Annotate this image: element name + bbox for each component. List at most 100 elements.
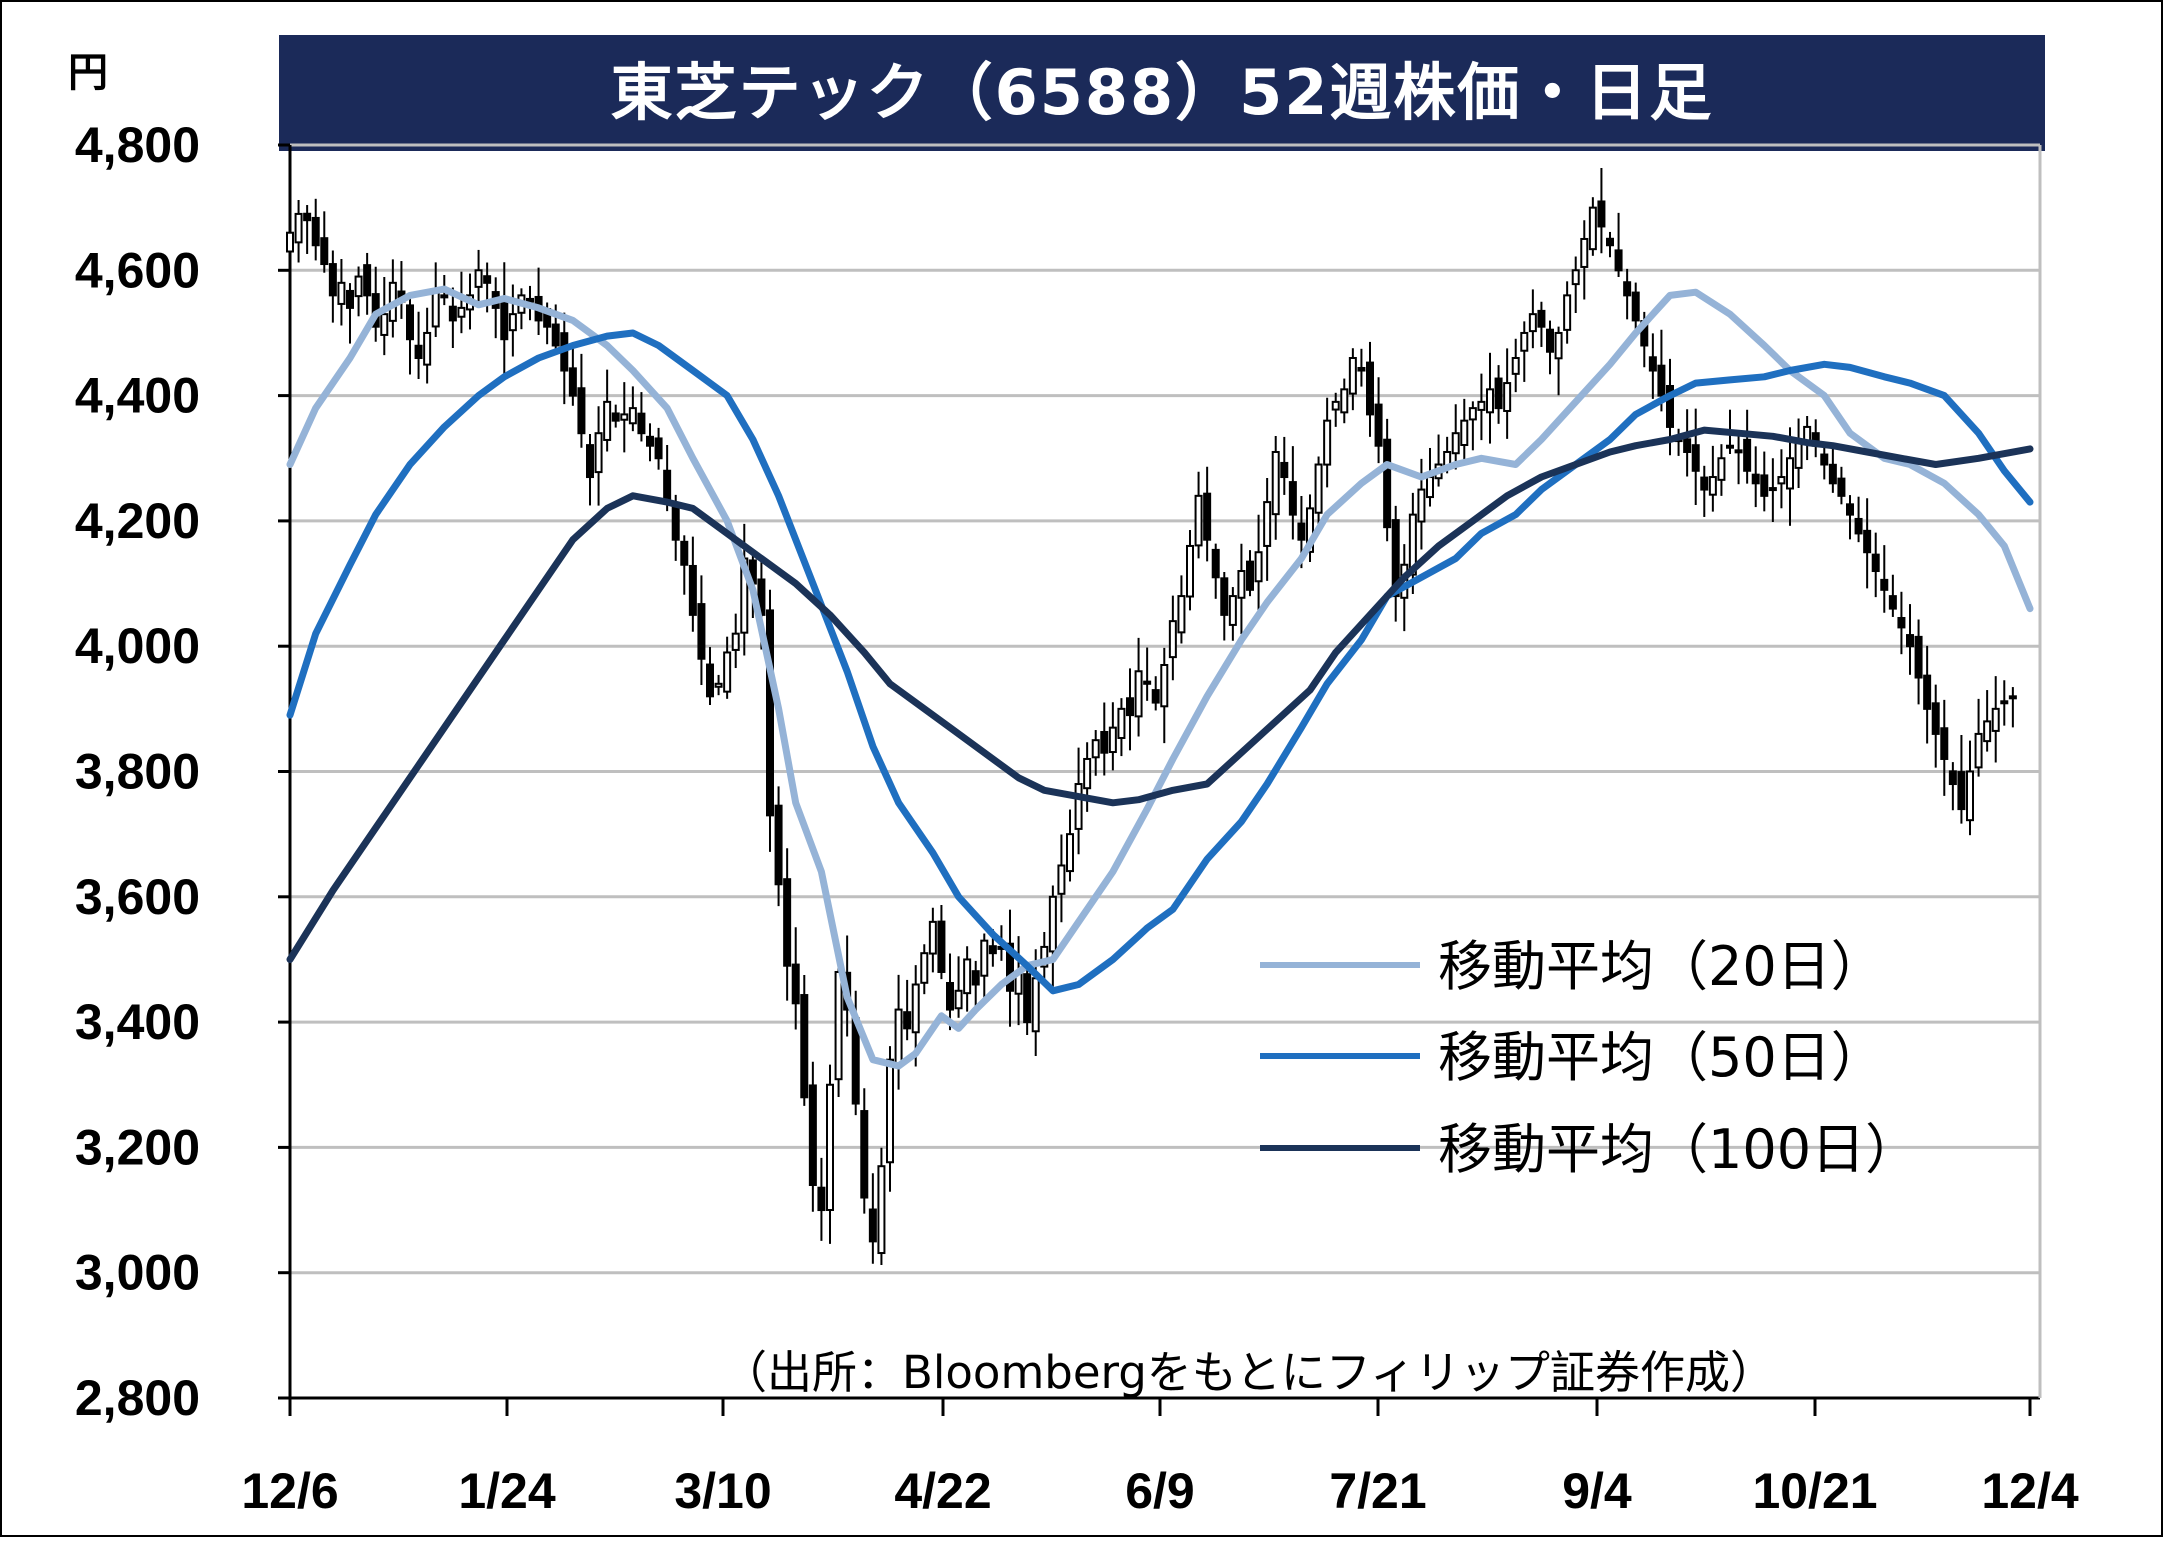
source-note: （出所：Bloombergをもとにフィリップ証券作成） — [722, 1346, 1775, 1399]
moving-average-lines — [286, 285, 2034, 1070]
candle-body — [663, 469, 672, 504]
candle-body — [1006, 942, 1014, 992]
candle-body — [1331, 400, 1340, 411]
candle-body — [928, 920, 937, 955]
candle-body — [1160, 663, 1169, 708]
y-tick-label: 4,000 — [75, 618, 200, 674]
candle-body — [920, 952, 929, 984]
candle-body — [1486, 388, 1494, 414]
candle-body — [586, 444, 594, 479]
x-tick-label: 1/24 — [458, 1463, 556, 1519]
candle-body — [774, 804, 783, 886]
candle-body — [1888, 595, 1897, 610]
candle-body — [860, 1110, 869, 1199]
candle-body — [877, 1165, 886, 1255]
candle-body — [688, 564, 697, 616]
candle-body — [1614, 249, 1623, 272]
candle-body — [1143, 680, 1152, 685]
candle-body — [1074, 783, 1083, 830]
candle-body — [1537, 309, 1546, 328]
candle-body — [1357, 366, 1366, 372]
candle-body — [1846, 503, 1854, 516]
candle-body — [380, 313, 389, 336]
candle-body — [346, 289, 354, 309]
title-bar — [279, 35, 2045, 151]
candle-body — [1340, 388, 1349, 414]
candle-body — [1408, 513, 1417, 576]
candle-body — [1820, 453, 1829, 466]
candle-body — [1108, 726, 1117, 754]
candle-body — [1503, 382, 1512, 412]
candle-body — [1168, 620, 1177, 659]
candle-body — [1623, 281, 1632, 297]
candle-body — [1726, 444, 1734, 449]
candle-body — [1708, 476, 1717, 496]
candle-body — [1648, 356, 1657, 372]
candle-body — [431, 288, 440, 328]
candle-body — [500, 297, 509, 341]
candle-body — [1966, 770, 1974, 822]
candle-body — [406, 304, 414, 341]
ma100-line — [286, 426, 2034, 963]
candle-body — [1631, 291, 1640, 322]
chart-title: 東芝テック（6588）52週株価・日足 — [610, 56, 1714, 129]
y-tick-labels: 2,800 3,000 3,200 3,400 3,600 3,800 4,000 4,200… — [75, 117, 200, 1426]
candle-body — [1280, 461, 1289, 479]
candle-body — [637, 412, 646, 435]
candle-body — [706, 663, 714, 698]
candle-body — [1083, 757, 1092, 790]
y-tick-label: 3,600 — [75, 869, 200, 925]
candle-body — [628, 407, 637, 425]
candle-body — [1837, 477, 1846, 497]
candle-body — [620, 413, 629, 421]
candle-body — [2000, 700, 2009, 705]
candle-body — [937, 920, 946, 973]
candle-body — [363, 264, 372, 297]
candle-body — [714, 682, 723, 688]
candle-body — [294, 212, 303, 244]
candle-body — [868, 1208, 877, 1243]
candle-body — [731, 632, 740, 651]
candle-body — [457, 306, 466, 318]
legend: 移動平均（20日） 移動平均（50日） 移動平均（100日） — [1260, 935, 1919, 1181]
y-tick-label: 3,800 — [75, 744, 200, 800]
y-tick-label: 4,800 — [75, 117, 200, 173]
candle-body — [791, 963, 800, 1005]
candle-body — [1031, 977, 1040, 1033]
candle-body — [1451, 432, 1460, 455]
candle-body — [1906, 634, 1914, 648]
candle-body — [1931, 702, 1940, 735]
candle-body — [946, 981, 954, 1011]
candle-body — [671, 503, 680, 541]
y-tick-label: 2,800 — [75, 1370, 200, 1426]
candle-body — [594, 432, 603, 474]
candle-body — [1777, 476, 1786, 485]
x-tick-label: 12/6 — [241, 1463, 338, 1519]
candle-body — [1751, 473, 1760, 485]
candle-body — [337, 281, 346, 305]
candle-body — [414, 344, 423, 360]
candle-body — [1246, 560, 1254, 591]
candle-body — [1717, 457, 1726, 481]
candle-body — [1520, 331, 1529, 352]
candle-body — [1580, 237, 1589, 268]
y-tick-label: 3,400 — [75, 994, 200, 1050]
y-axis-unit: 円 — [68, 50, 108, 96]
candle-body — [1880, 578, 1889, 591]
candle-body — [354, 275, 363, 298]
candle-body — [808, 1084, 817, 1186]
candle-body — [1511, 357, 1520, 375]
legend-label-ma100: 移動平均（100日） — [1438, 1118, 1919, 1181]
candle-body — [328, 263, 337, 297]
x-tick-label: 10/21 — [1752, 1463, 1877, 1519]
candles — [286, 167, 2017, 1266]
candle-body — [1460, 419, 1469, 446]
candle-body — [2008, 695, 2017, 700]
candle-body — [1186, 544, 1194, 598]
y-tick-label: 4,200 — [75, 493, 200, 549]
candle-body — [1177, 595, 1186, 634]
candle-body — [551, 323, 560, 347]
candle-body — [1126, 697, 1134, 717]
